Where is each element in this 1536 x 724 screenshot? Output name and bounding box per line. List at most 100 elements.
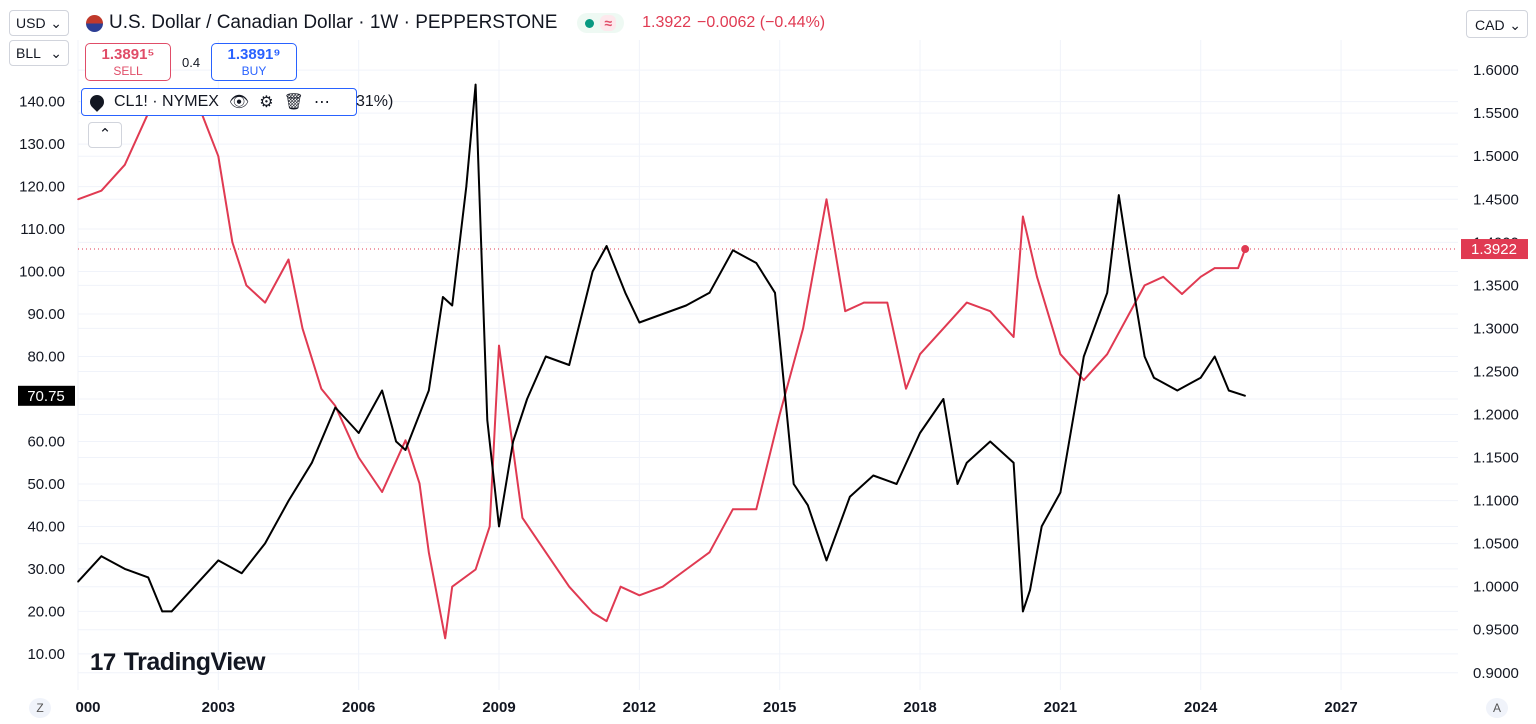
crude-last-value-badge: [18, 385, 75, 406]
crude-oil-point: [240, 572, 243, 574]
currency-select-usd[interactable]: USD ⌄: [9, 10, 69, 36]
usdcad-point: [1213, 267, 1216, 269]
settings-icon[interactable]: ⚙: [259, 94, 274, 111]
usdcad-point: [844, 310, 846, 313]
buy-price: 1.3891⁹: [227, 46, 281, 63]
crude-oil-point: [512, 440, 514, 443]
overlay-symbol-toolbar[interactable]: CL1! · NYMEX 👁 ⚙ 🗑 ⋯: [81, 88, 357, 116]
crude-oil-point: [591, 270, 594, 273]
usdcad-point: [444, 637, 447, 640]
left-tick-label: 30.00: [27, 561, 65, 578]
wave-icon: ≈: [600, 15, 617, 31]
crude-oil-point: [1040, 525, 1043, 528]
crude-oil-point: [217, 559, 220, 562]
crude-oil-point: [357, 432, 360, 434]
usdcad-point: [1022, 215, 1024, 218]
usdcad-point: [1199, 276, 1202, 278]
time-axis[interactable]: 000 2003 2006 2009 2012 2015 2018 2021 2024 2027: [75, 699, 1357, 716]
left-tick-label: 90.00: [27, 306, 65, 323]
crude-oil-point: [685, 304, 687, 307]
crude-oil-point: [77, 580, 79, 583]
more-icon[interactable]: ⋯: [313, 94, 330, 111]
tradingview-logo: 17 TradingView: [90, 648, 266, 677]
usdcad-point: [507, 413, 510, 416]
usdcad-series-line: [77, 95, 1247, 640]
crude-oil-point: [381, 389, 383, 392]
usdcad-point: [428, 551, 430, 554]
usdcad-point: [1162, 276, 1165, 278]
sell-button[interactable]: 1.3891⁵ SELL: [85, 43, 171, 81]
currency-select-cad[interactable]: CAD ⌄: [1466, 10, 1528, 38]
us-flag-icon: [86, 14, 103, 32]
usdcad-point: [521, 517, 524, 519]
crude-oil-point: [442, 296, 444, 298]
crude-oil-point: [849, 495, 851, 498]
zoom-button[interactable]: Z: [29, 698, 51, 718]
unit-select-bll[interactable]: BLL ⌄: [9, 40, 69, 66]
usdcad-point: [1143, 284, 1146, 287]
chevron-up-icon: ⌃: [98, 126, 112, 143]
crude-oil-point: [147, 576, 149, 579]
x-tick-label: 2027: [1324, 699, 1357, 716]
crude-oil-point: [100, 555, 103, 557]
last-price: 1.3922: [642, 14, 692, 31]
overlay-symbol-label[interactable]: CL1! · NYMEX: [114, 93, 219, 110]
left-tick-label: 80.00: [27, 349, 65, 366]
crude-oil-point: [1118, 194, 1120, 196]
crude-oil-point: [825, 559, 828, 562]
symbol-title[interactable]: U.S. Dollar / Canadian Dollar · 1W · PEP…: [109, 12, 558, 33]
x-tick-label: 000: [75, 699, 100, 716]
usdcad-point: [591, 611, 594, 614]
usdcad-point: [732, 508, 734, 511]
crude-oil-point: [1106, 292, 1108, 294]
right-tick-label: 0.9000: [1473, 665, 1519, 682]
usdcad-point: [1181, 293, 1183, 295]
tradingview-logo-text: TradingView: [123, 648, 266, 676]
right-tick-label: 1.1000: [1473, 493, 1519, 510]
usdcad-point: [1106, 353, 1108, 356]
last-value-labels: 70.75 1.3922: [18, 239, 1528, 406]
crude-oil-point: [395, 440, 397, 443]
usdcad-point: [404, 439, 407, 442]
right-tick-label: 1.1500: [1473, 450, 1519, 467]
usdcad-point: [568, 585, 570, 588]
usdcad-point: [886, 301, 889, 304]
crude-oil-point: [755, 262, 758, 264]
crude-oil-point: [311, 461, 313, 464]
crude-oil-point: [465, 185, 468, 188]
buy-button[interactable]: 1.3891⁹ BUY: [211, 43, 297, 81]
crude-oil-point: [334, 406, 337, 409]
crude-oil-point: [638, 321, 641, 324]
right-tick-label: 1.0000: [1473, 579, 1519, 596]
currency-select-cad-label: CAD: [1475, 17, 1505, 33]
right-tick-label: 1.5000: [1473, 148, 1519, 165]
usdcad-point: [802, 327, 804, 330]
usdcad-point: [418, 482, 421, 485]
x-tick-label: 2009: [482, 699, 515, 716]
usdcad-point: [638, 594, 641, 597]
auto-scale-button[interactable]: A: [1486, 698, 1508, 718]
usdcad-point: [245, 284, 248, 287]
usdcad-last-value-text: 1.3922: [1471, 241, 1517, 258]
usdcad-point: [474, 568, 477, 571]
left-price-axis[interactable]: 10.0020.0030.0040.0050.0060.0070.0080.00…: [19, 94, 65, 663]
eye-icon[interactable]: 👁: [228, 94, 250, 111]
symbol-header: U.S. Dollar / Canadian Dollar · 1W · PEP…: [86, 12, 825, 34]
usdcad-point: [863, 301, 865, 304]
market-status[interactable]: ≈: [577, 13, 625, 33]
right-tick-label: 1.3500: [1473, 277, 1519, 294]
crude-oil-point: [872, 474, 875, 477]
trash-icon[interactable]: 🗑: [283, 94, 304, 111]
crude-oil-point: [624, 292, 627, 294]
crude-oil-point: [264, 542, 266, 545]
collapse-legend-button[interactable]: ⌃: [88, 122, 122, 148]
crude-oil-point: [1213, 355, 1216, 358]
left-tick-label: 100.00: [19, 264, 65, 281]
right-price-axis[interactable]: 0.9000 0.9500 1.0000 1.0500 1.1000 1.1500 1.20…: [1473, 62, 1519, 682]
usdcad-point: [100, 189, 103, 192]
usdcad-point: [320, 387, 323, 390]
crude-oil-point: [194, 585, 196, 587]
usdcad-last-marker: [1241, 245, 1250, 254]
usdcad-point: [217, 155, 220, 157]
